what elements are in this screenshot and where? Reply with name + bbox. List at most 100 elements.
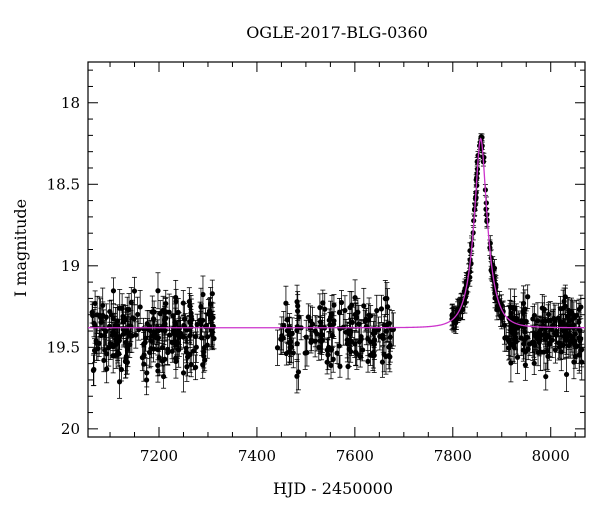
data-point (562, 303, 569, 309)
data-point (204, 342, 210, 348)
data-point (290, 350, 296, 356)
data-point (520, 300, 527, 307)
data-point (188, 361, 194, 368)
data-point (103, 314, 109, 320)
data-point (127, 341, 133, 348)
data-point (343, 329, 349, 335)
data-point (543, 336, 549, 342)
y-tick-label: 20 (61, 420, 80, 438)
tick-labels: 7200 7400 7600 7800 8000 18 18.5 19 19.5 20 (47, 94, 570, 465)
data-point (288, 344, 295, 350)
data-point (317, 319, 324, 325)
data-point (200, 291, 206, 298)
data-point (570, 311, 576, 317)
data-point (151, 309, 157, 315)
data-point (572, 353, 578, 360)
data-point (561, 298, 567, 304)
data-point (309, 321, 316, 327)
data-point (319, 332, 325, 338)
data-point (367, 352, 374, 358)
data-point (151, 316, 157, 322)
data-point (460, 306, 466, 313)
model-curve-layer (88, 137, 586, 329)
data-point (567, 317, 573, 324)
chart-title: OGLE-2017-BLG-0360 (246, 23, 428, 42)
data-point (120, 331, 126, 337)
data-point (91, 366, 97, 373)
data-point (336, 310, 343, 316)
data-point (296, 314, 302, 320)
data-point (574, 312, 580, 318)
data-point (173, 358, 179, 364)
data-point (379, 359, 386, 365)
data-point (558, 349, 564, 355)
data-point (165, 349, 171, 356)
data-point (363, 323, 369, 330)
data-point (110, 332, 116, 338)
x-axis-label: HJD - 2450000 (273, 479, 393, 498)
x-tick-label: 7400 (238, 447, 276, 465)
data-point (344, 341, 350, 347)
data-point (110, 315, 116, 322)
data-point (545, 311, 552, 317)
data-point (329, 332, 335, 339)
data-point (384, 304, 391, 310)
data-point (316, 344, 322, 351)
data-point (553, 332, 559, 338)
data-point (171, 331, 178, 337)
data-point (577, 328, 583, 334)
data-point (131, 288, 138, 294)
data-point (387, 334, 394, 340)
data-point (337, 363, 343, 370)
data-point (157, 311, 163, 317)
data-point (374, 308, 380, 314)
data-point (211, 335, 217, 342)
data-point (166, 309, 172, 315)
data-point (122, 358, 129, 365)
data-point (107, 308, 113, 315)
data-point (542, 331, 549, 337)
data-point (322, 306, 328, 312)
data-point (173, 341, 179, 348)
data-point (141, 341, 147, 347)
data-point (355, 309, 361, 315)
data-point (380, 335, 386, 342)
data-point (120, 316, 126, 322)
data-point (146, 349, 153, 356)
data-point (101, 357, 107, 363)
data-point (156, 355, 162, 361)
data-point (514, 354, 521, 360)
x-tick-label: 7800 (434, 447, 472, 465)
data-point (529, 339, 536, 345)
data-point (557, 319, 563, 325)
data-point (119, 305, 125, 311)
data-point (539, 305, 545, 311)
data-point (184, 364, 190, 370)
data-point (561, 328, 567, 334)
data-point (550, 322, 557, 328)
y-tick-label: 19.5 (47, 338, 80, 356)
data-point (294, 341, 300, 347)
data-point (126, 306, 132, 313)
data-point (284, 317, 290, 323)
data-point (329, 311, 335, 317)
data-point (100, 302, 106, 309)
data-point (187, 352, 193, 358)
data-point (155, 362, 161, 369)
plot-frame (87, 61, 586, 438)
data-point (338, 299, 345, 306)
data-point (123, 339, 129, 345)
data-point (181, 322, 187, 329)
data-point (113, 336, 119, 342)
data-point (137, 304, 143, 310)
data-point (284, 328, 290, 334)
data-point (115, 349, 121, 355)
data-point (371, 337, 378, 343)
data-point (525, 346, 531, 352)
data-point (150, 346, 157, 352)
data-point (155, 368, 161, 374)
data-point (508, 310, 514, 316)
data-point (331, 302, 337, 308)
